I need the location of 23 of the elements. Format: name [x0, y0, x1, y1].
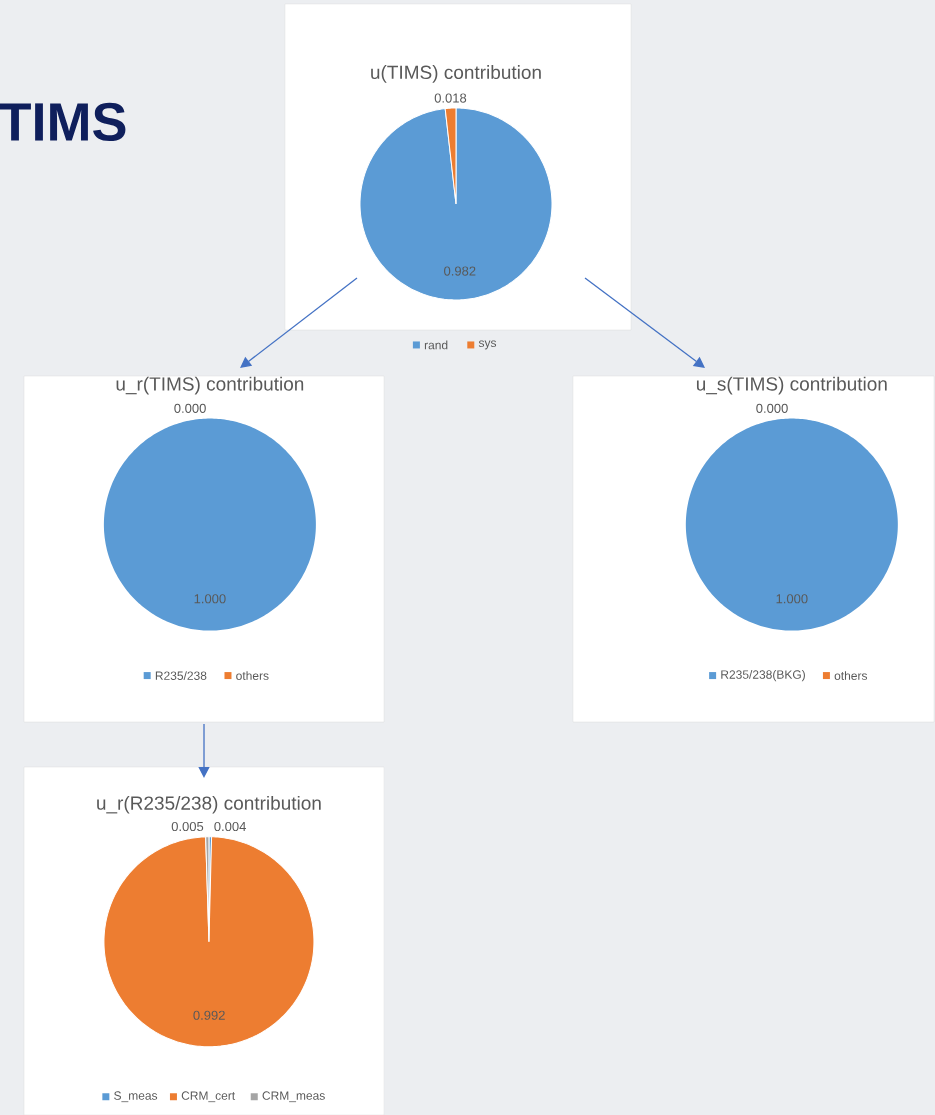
data-label: 1.000	[194, 594, 226, 604]
legend-label: rand	[424, 340, 448, 350]
text: 0.000	[174, 403, 206, 413]
chart-title: u_r(TIMS) contribution	[116, 376, 304, 395]
legend-label: R235/238	[155, 671, 207, 680]
legend-label: S_meas	[114, 1091, 158, 1103]
legend-label: CRM_cert	[181, 1091, 236, 1103]
data-label: 1.000	[776, 594, 808, 604]
legend-label: others	[236, 671, 269, 680]
chart-title: u_r(R235/238) contribution	[97, 795, 321, 814]
data-label: 0.005	[171, 821, 204, 832]
data-label: 0.992	[193, 1010, 225, 1020]
legend-label: R235/238(BKG)	[721, 669, 805, 682]
text: 0.000	[756, 403, 788, 413]
legend-label: CRM_meas	[262, 1091, 325, 1103]
data-label: 0.982	[444, 266, 476, 276]
text: TIMS	[0, 102, 126, 142]
chart-title: u_s(TIMS) contribution	[696, 376, 887, 395]
legend-label: sys	[478, 340, 497, 350]
legend-label: others	[834, 671, 868, 680]
chart-title: u(TIMS) contribution	[371, 65, 541, 83]
data-label: 0.018	[434, 93, 467, 103]
data-label: 0.004	[214, 821, 246, 832]
